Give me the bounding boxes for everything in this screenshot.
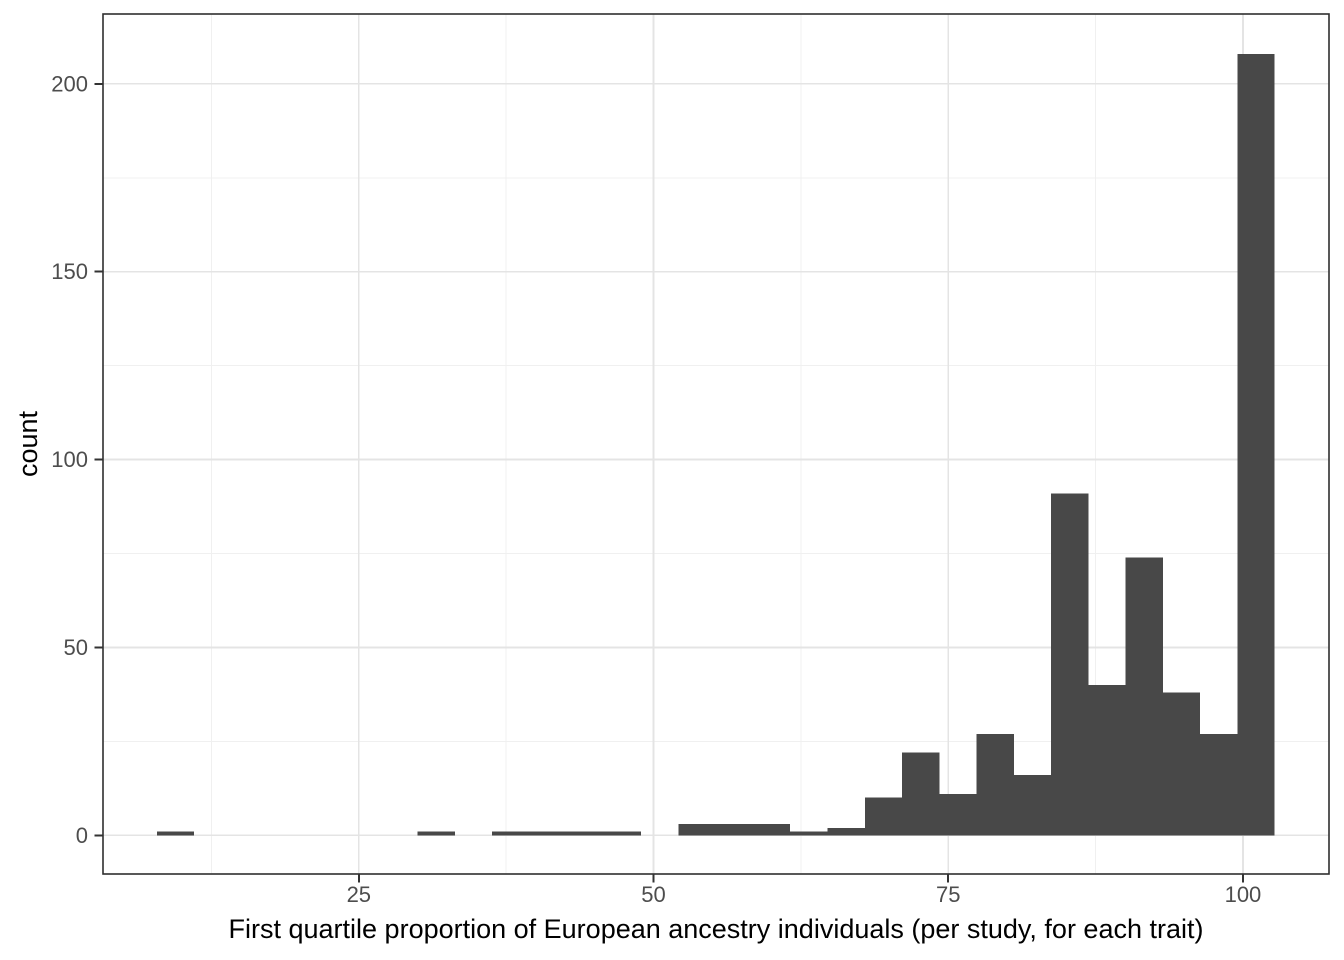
y-tick-label: 200 [51,71,88,96]
bar [566,831,604,836]
bar [1125,557,1163,836]
bar [492,831,530,836]
bar [1051,493,1089,836]
grid-minor-lines [103,14,1329,874]
bar [939,793,977,836]
bar [976,733,1014,836]
x-axis-title: First quartile proportion of European an… [229,914,1204,944]
grid-major-lines [103,14,1329,874]
x-tick-label: 100 [1225,882,1262,907]
x-tick-label: 75 [936,882,960,907]
bar [864,797,903,836]
bar [417,831,455,836]
bar [1013,775,1052,836]
bar [1237,53,1275,836]
axis-tick-marks [94,82,1244,883]
panel-border [102,13,1330,875]
bar [1088,685,1126,836]
bar [678,824,716,836]
bar [1200,733,1238,836]
bar [790,831,828,836]
y-tick-label: 100 [51,447,88,472]
x-tick-label: 25 [347,882,371,907]
y-axis-title: count [13,410,43,477]
bar [752,824,791,836]
x-tick-label: 50 [641,882,665,907]
bar [902,752,940,836]
x-axis-tick-labels: 25 50 75 100 [347,882,1262,907]
y-tick-label: 150 [51,259,88,284]
y-tick-label: 50 [64,635,88,660]
bar [827,827,865,836]
bar [156,831,195,836]
bar [1162,692,1201,836]
y-tick-label: 0 [76,823,88,848]
bar [529,831,567,836]
bar [603,831,642,836]
bar [715,824,753,836]
y-axis-tick-labels: 0 50 100 150 200 [51,71,88,847]
histogram-bars [156,53,1275,836]
